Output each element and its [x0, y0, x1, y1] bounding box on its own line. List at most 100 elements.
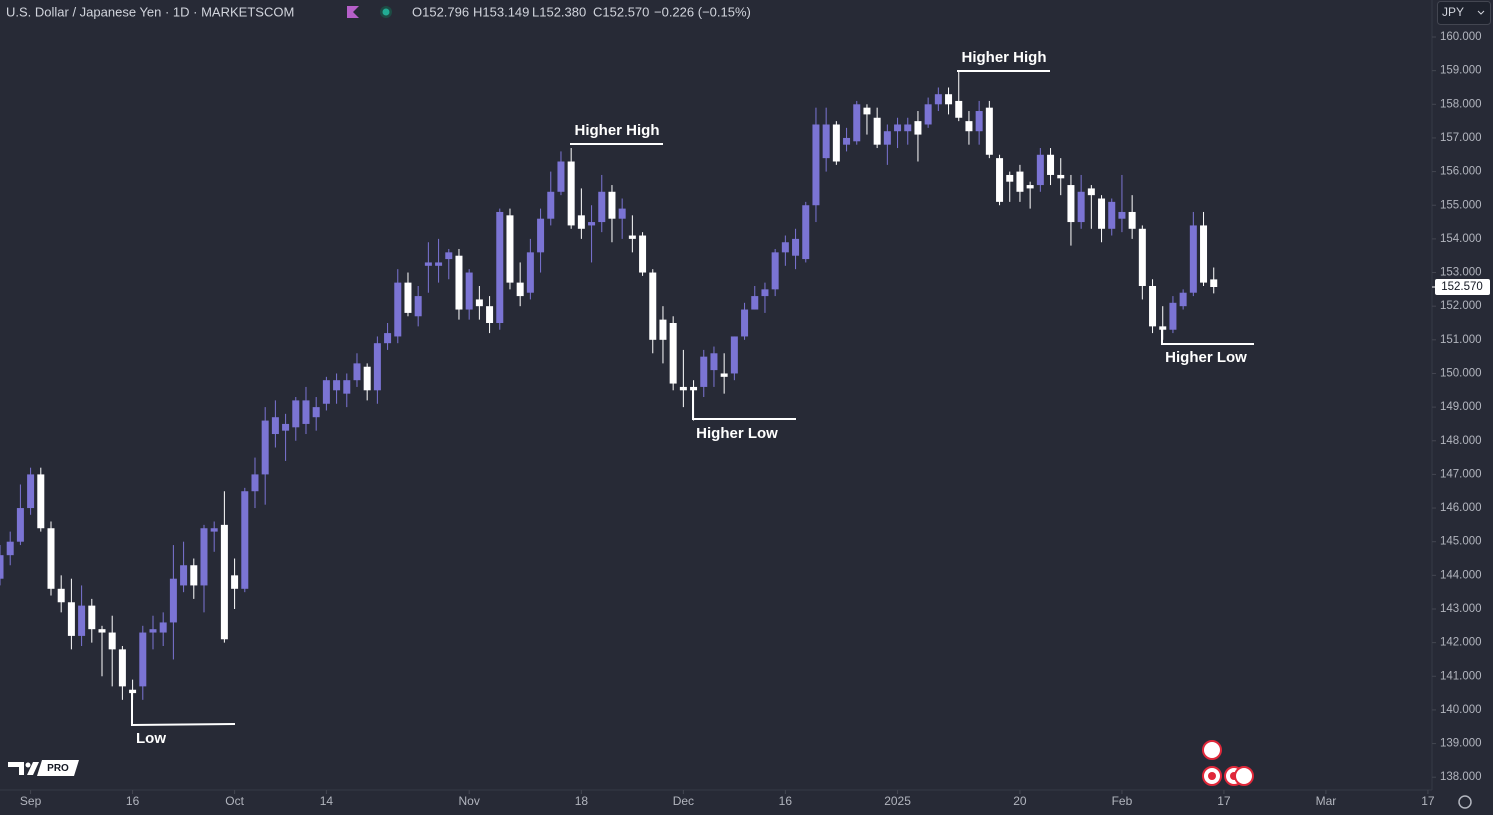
- y-tick-label: 143.000: [1440, 603, 1482, 615]
- candle-body: [812, 124, 820, 206]
- last-price-label: 152.570: [1441, 281, 1483, 293]
- candle-body: [343, 380, 351, 394]
- candle-body: [853, 104, 861, 142]
- event-flag[interactable]: [1202, 740, 1222, 760]
- x-tick-label: 20: [1013, 794, 1027, 808]
- candle-body: [843, 137, 851, 145]
- candle-body: [261, 420, 269, 475]
- candle-body: [588, 222, 596, 226]
- candle-body: [894, 124, 902, 132]
- candle-body: [1087, 188, 1095, 196]
- y-tick-label: 152.000: [1440, 300, 1482, 312]
- candle-body: [506, 215, 514, 283]
- logo-badge: PRO: [47, 763, 69, 774]
- y-tick-label: 156.000: [1440, 166, 1482, 178]
- candle-body: [435, 262, 443, 266]
- candle-body: [353, 363, 361, 381]
- candle-body: [557, 161, 565, 192]
- candle-body: [567, 161, 575, 226]
- candle-body: [47, 528, 55, 589]
- logo-mark: [8, 762, 39, 775]
- y-tick-label: 138.000: [1440, 771, 1482, 783]
- candle-body: [863, 107, 871, 115]
- candle-body: [37, 474, 45, 529]
- y-tick-label: 141.000: [1440, 670, 1482, 682]
- candle-body: [251, 474, 259, 492]
- candle-body: [1128, 211, 1136, 229]
- candle-body: [1047, 154, 1055, 175]
- candle-body: [873, 117, 881, 145]
- event-flag[interactable]: [1234, 766, 1254, 786]
- candle-body: [547, 191, 555, 219]
- candle-body: [639, 235, 647, 273]
- candle-body: [424, 262, 432, 266]
- candle-body: [832, 124, 840, 162]
- event-flag-dot: [1208, 772, 1216, 780]
- candle-body: [1077, 191, 1085, 223]
- candle-body: [57, 588, 65, 603]
- x-tick-label: 2025: [884, 794, 911, 808]
- currency-label[interactable]: JPY: [1442, 5, 1464, 19]
- candle-body: [771, 252, 779, 290]
- candle-body: [945, 94, 953, 105]
- annotation-line: [1161, 328, 1254, 345]
- event-icons: [1202, 740, 1254, 786]
- candle-body: [996, 158, 1004, 202]
- candle-body: [649, 272, 657, 340]
- candle-body: [1179, 292, 1187, 307]
- candle-body: [628, 235, 636, 239]
- y-tick-label: 148.000: [1440, 435, 1482, 447]
- chart-title: U.S. Dollar / Japanese Yen · 1D · MARKET…: [6, 4, 294, 19]
- candle-body: [1098, 198, 1106, 229]
- candle-body: [363, 366, 371, 391]
- dropdown-caret[interactable]: [1477, 10, 1485, 15]
- candle-body: [577, 215, 585, 229]
- candle-body: [669, 322, 677, 384]
- candle-body: [710, 353, 718, 371]
- header-value: L152.380: [532, 4, 586, 19]
- candle-body: [445, 252, 453, 260]
- candle-body: [394, 282, 402, 337]
- x-tick-label: Dec: [673, 794, 694, 808]
- candle-body: [312, 407, 320, 418]
- candle-body: [271, 417, 279, 435]
- candle-body: [78, 605, 86, 636]
- candle-body: [404, 282, 412, 313]
- candle-body: [1118, 211, 1126, 219]
- candle-body: [955, 100, 963, 118]
- ohlc-header: O152.796 H153.149 L152.380 C152.570 −0.226 (…: [412, 4, 751, 19]
- candle-body: [679, 386, 687, 391]
- candle-body: [1189, 225, 1197, 293]
- candle-body: [802, 205, 810, 260]
- candle-body: [118, 649, 126, 687]
- candle-body: [373, 343, 381, 391]
- annotation: Higher Low: [1165, 349, 1247, 366]
- candle-body: [149, 629, 157, 633]
- candle-body: [465, 272, 473, 310]
- candle-body: [924, 104, 932, 125]
- y-tick-label: 151.000: [1440, 334, 1482, 346]
- candle-body: [88, 605, 96, 630]
- x-tick-label: Mar: [1316, 794, 1337, 808]
- currency-button[interactable]: [1437, 1, 1491, 25]
- candle-body: [475, 299, 483, 307]
- annotation: Higher High: [962, 49, 1047, 66]
- y-tick-label: 146.000: [1440, 502, 1482, 514]
- candle-body: [455, 255, 463, 310]
- candle-body: [159, 622, 167, 633]
- annotation: Low: [136, 730, 166, 747]
- candle-body: [190, 565, 198, 586]
- candle-body: [1108, 201, 1116, 229]
- y-tick-label: 158.000: [1440, 98, 1482, 110]
- y-tick-label: 149.000: [1440, 401, 1482, 413]
- header-value: H153.149: [473, 4, 529, 19]
- y-tick-label: 142.000: [1440, 637, 1482, 649]
- settings-icon[interactable]: [1458, 795, 1472, 809]
- last-price-box: [1435, 278, 1490, 295]
- candle-body: [139, 632, 147, 687]
- candle-body: [0, 555, 4, 579]
- candle-body: [822, 124, 830, 159]
- candle-body: [1149, 285, 1157, 327]
